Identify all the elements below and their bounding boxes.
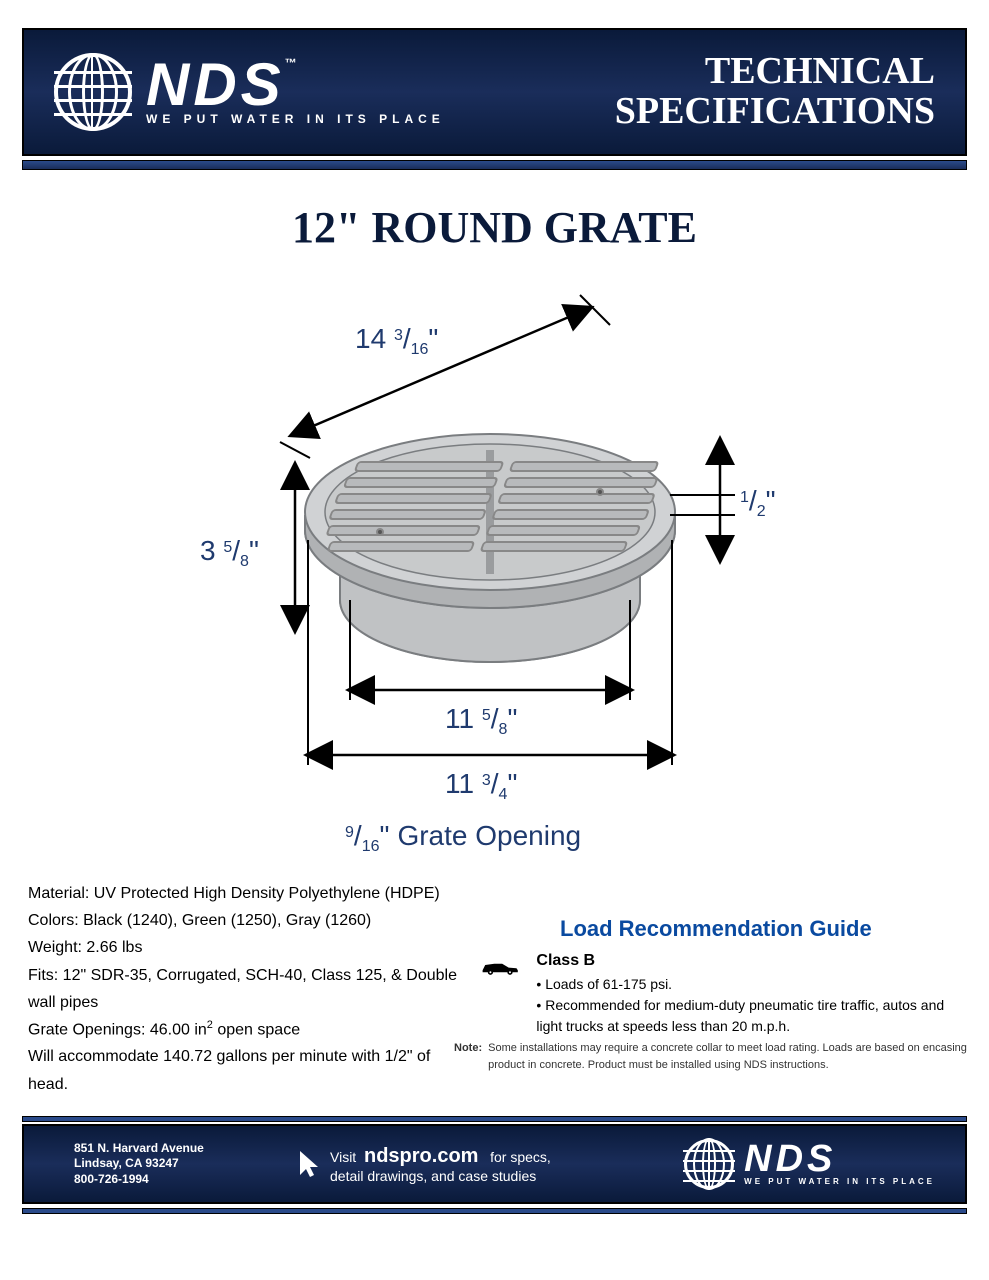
spec-openings: Grate Openings: 46.00 in2 open space <box>28 1016 458 1044</box>
brand-tagline: WE PUT WATER IN ITS PLACE <box>146 112 445 126</box>
spec-list: Material: UV Protected High Density Poly… <box>28 880 458 1098</box>
footer-rule <box>22 1116 967 1122</box>
load-guide-title: Load Recommendation Guide <box>560 916 970 942</box>
install-note: Note: Some installations may require a c… <box>454 1040 974 1073</box>
load-bullets: Loads of 61-175 psi. Recommended for med… <box>536 974 970 1037</box>
svg-text:11 3/4": 11 3/4" <box>445 768 517 803</box>
header-banner: NDS™ WE PUT WATER IN ITS PLACE TECHNICAL… <box>22 28 967 156</box>
mouse-icon <box>294 1149 320 1179</box>
spec-weight: Weight: 2.66 lbs <box>28 934 458 961</box>
svg-text:3 5/8": 3 5/8" <box>200 535 259 570</box>
product-title: 12" ROUND GRATE <box>0 202 989 253</box>
header-title: TECHNICAL SPECIFICATIONS <box>615 52 935 132</box>
header-rule <box>22 160 967 170</box>
spec-material: Material: UV Protected High Density Poly… <box>28 880 458 907</box>
footer-banner: 851 N. Harvard Avenue Lindsay, CA 93247 … <box>22 1124 967 1204</box>
spec-flow: Will accommodate 140.72 gallons per minu… <box>28 1043 458 1097</box>
globe-icon <box>54 53 132 131</box>
product-diagram: 14 3/16" 3 5/8" 1/2" 11 5/8" 11 3/4" 9/1… <box>180 280 800 870</box>
load-class: Class B <box>536 952 970 970</box>
spec-colors: Colors: Black (1240), Green (1250), Gray… <box>28 907 458 934</box>
footer-brand-logo: NDS WE PUT WATER IN ITS PLACE <box>684 1139 935 1189</box>
svg-text:11 5/8": 11 5/8" <box>445 703 517 738</box>
footer-rule <box>22 1208 967 1214</box>
svg-text:9/16"Grate Opening: 9/16"Grate Opening <box>345 820 581 855</box>
footer-address: 851 N. Harvard Avenue Lindsay, CA 93247 … <box>74 1141 254 1188</box>
brand-name: NDS™ <box>146 58 445 112</box>
svg-text:14 3/16": 14 3/16" <box>355 323 438 358</box>
load-recommendation-guide: Load Recommendation Guide Class B Loads … <box>480 916 970 1037</box>
svg-text:1/2": 1/2" <box>740 485 776 520</box>
spec-fits: Fits: 12" SDR-35, Corrugated, SCH-40, Cl… <box>28 962 458 1016</box>
globe-icon <box>684 1139 734 1189</box>
car-icon <box>480 954 520 980</box>
brand-logo: NDS™ WE PUT WATER IN ITS PLACE <box>54 53 445 131</box>
grate-render <box>305 434 675 662</box>
footer-visit: Visit ndspro.com for specs, detail drawi… <box>294 1145 551 1184</box>
